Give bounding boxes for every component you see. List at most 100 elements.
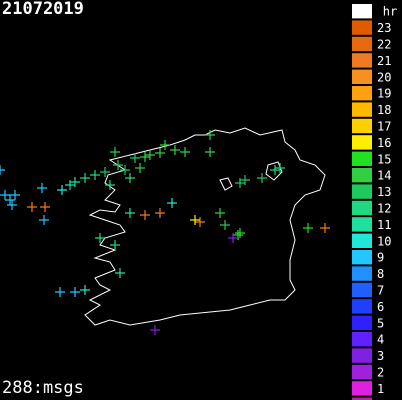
- legend-label: 10: [377, 234, 391, 248]
- strike: [205, 130, 215, 140]
- strike: [125, 208, 135, 218]
- legend-label: 22: [377, 38, 391, 52]
- legend-swatch: [352, 118, 372, 134]
- strike: [145, 150, 155, 160]
- strike: [7, 200, 17, 210]
- legend-swatch: [352, 53, 372, 68]
- strike: [150, 325, 160, 335]
- legend-swatch: [352, 299, 372, 314]
- strike: [95, 233, 105, 243]
- strike: [125, 173, 135, 183]
- strike: [70, 177, 80, 187]
- strike: [170, 145, 180, 155]
- strike: [235, 228, 245, 238]
- strike: [160, 140, 170, 150]
- legend-label: 9: [377, 251, 384, 265]
- strike: [70, 287, 80, 297]
- legend-label: 11: [377, 218, 391, 232]
- strike: [303, 223, 313, 233]
- legend-swatch: [352, 266, 372, 281]
- strike: [39, 215, 49, 225]
- strike: [270, 165, 280, 175]
- strike: [55, 287, 65, 297]
- strike: [0, 165, 5, 175]
- strike: [40, 202, 50, 212]
- strike: [5, 195, 15, 205]
- legend-label: 4: [377, 333, 384, 347]
- legend: hr23222120191817161514131211109876543210: [352, 4, 397, 400]
- legend-swatch: [352, 168, 372, 183]
- strike: [0, 190, 10, 200]
- legend-swatch: [352, 364, 372, 380]
- legend-swatch: [352, 282, 372, 298]
- legend-label: 7: [377, 284, 384, 298]
- legend-label: 3: [377, 349, 384, 363]
- strike: [57, 185, 67, 195]
- strike: [105, 180, 115, 190]
- legend-swatch: [352, 184, 372, 199]
- strike: [130, 153, 140, 163]
- strike: [110, 240, 120, 250]
- strike: [195, 217, 205, 227]
- legend-unit: hr: [383, 5, 397, 19]
- legend-swatch: [352, 20, 372, 35]
- strike: [140, 152, 150, 162]
- strike: [27, 202, 37, 212]
- legend-swatch: [352, 381, 372, 396]
- strike: [37, 183, 47, 193]
- strikes: [0, 130, 330, 335]
- strike: [257, 173, 267, 183]
- legend-swatch: [352, 217, 372, 232]
- legend-label: 1: [377, 382, 384, 396]
- strike: [120, 165, 130, 175]
- strike: [167, 198, 177, 208]
- legend-swatch: [352, 348, 372, 363]
- strike: [220, 220, 230, 230]
- legend-swatch: [352, 102, 372, 117]
- legend-label: 12: [377, 202, 391, 216]
- legend-label: 0: [377, 398, 384, 400]
- strike: [115, 268, 125, 278]
- strike: [205, 147, 215, 157]
- strike: [80, 285, 90, 295]
- strike: [90, 170, 100, 180]
- legend-swatch: [352, 397, 372, 400]
- legend-header-swatch: [352, 4, 372, 19]
- strike: [215, 208, 225, 218]
- ireland-outline: [84, 127, 326, 326]
- legend-swatch: [352, 135, 372, 150]
- legend-swatch: [352, 86, 372, 101]
- lough-erne: [219, 177, 233, 191]
- strike: [275, 163, 285, 173]
- legend-swatch: [352, 151, 372, 166]
- strike: [10, 190, 20, 200]
- strike: [180, 147, 190, 157]
- date: 21072019: [2, 0, 84, 19]
- legend-swatch: [352, 315, 372, 330]
- legend-label: 20: [377, 70, 391, 84]
- strike: [155, 148, 165, 158]
- legend-swatch: [352, 250, 372, 265]
- strike: [100, 167, 110, 177]
- strike: [140, 210, 150, 220]
- legend-label: 17: [377, 120, 391, 134]
- legend-label: 19: [377, 87, 391, 101]
- strike: [240, 175, 250, 185]
- strike: [320, 223, 330, 233]
- coastline: [84, 127, 326, 326]
- strike: [228, 233, 238, 243]
- legend-swatch: [352, 200, 372, 216]
- legend-label: 5: [377, 316, 384, 330]
- legend-swatch: [352, 36, 372, 52]
- legend-label: 15: [377, 152, 391, 166]
- legend-label: 13: [377, 185, 391, 199]
- legend-swatch: [352, 233, 372, 248]
- message-count: 288:msgs: [2, 378, 84, 398]
- legend-label: 16: [377, 136, 391, 150]
- legend-label: 14: [377, 169, 391, 183]
- strike: [110, 147, 120, 157]
- strike: [113, 160, 123, 170]
- legend-swatch: [352, 332, 372, 347]
- legend-label: 2: [377, 366, 384, 380]
